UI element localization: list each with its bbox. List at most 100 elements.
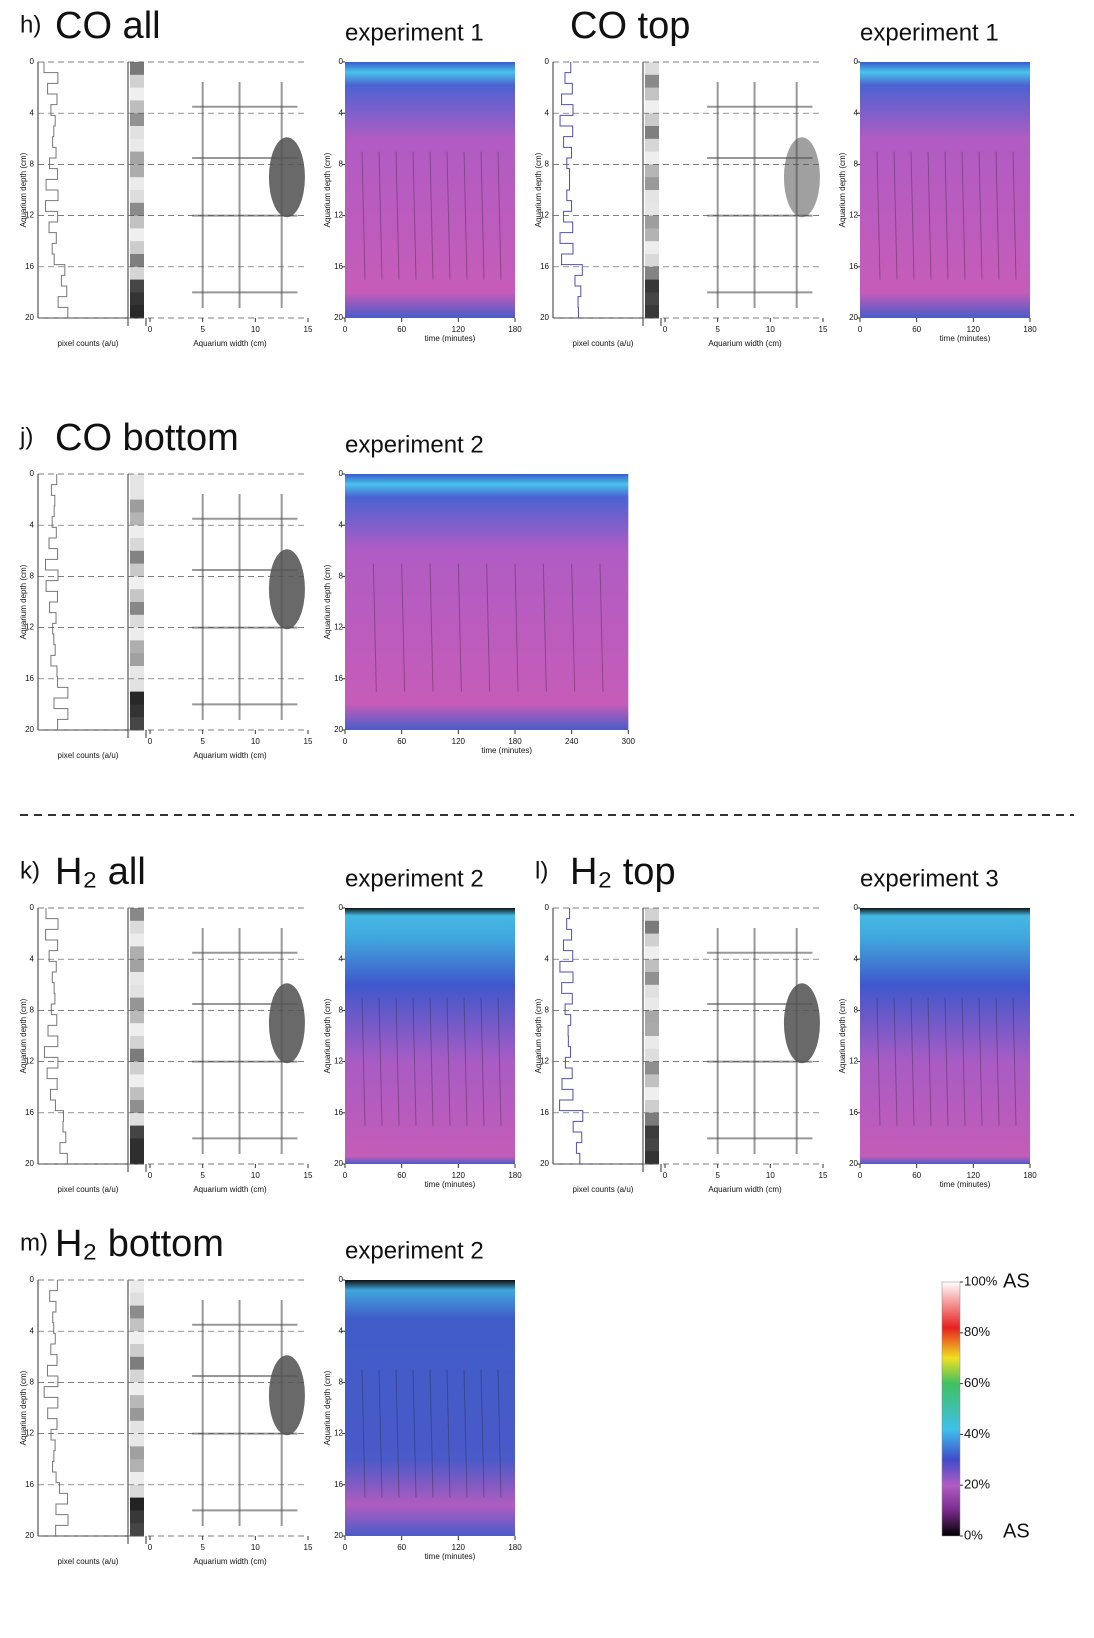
- width-tick-label: 5: [200, 1171, 205, 1180]
- depth-tick-label: 16: [25, 1108, 34, 1117]
- gray-bar: [130, 100, 144, 113]
- gray-bar: [130, 1049, 144, 1062]
- gray-bar: [130, 1138, 144, 1151]
- panel: m)H₂ bottomexperiment 200448812121616202…: [19, 1223, 522, 1566]
- time-tick-label: 0: [343, 1543, 348, 1552]
- gray-bar: [130, 985, 144, 998]
- scale-tick-label: 60%: [964, 1375, 990, 1390]
- heatmap: [345, 908, 515, 1164]
- time-tick-label: 60: [912, 1171, 921, 1180]
- time-tick-label: 180: [1023, 1171, 1037, 1180]
- width-tick-label: 10: [251, 737, 260, 746]
- time-axis-label: time (minutes): [425, 334, 476, 343]
- gray-bar: [130, 1370, 144, 1383]
- gray-bar: [130, 1151, 144, 1164]
- gray-bar: [645, 254, 659, 267]
- gray-bar: [130, 1293, 144, 1306]
- width-tick-label: 5: [200, 737, 205, 746]
- depth-tick-label: 4: [545, 954, 550, 963]
- time-tick-label: 60: [397, 325, 406, 334]
- depth-tick-label: 8: [30, 1378, 35, 1387]
- width-axis-label: Aquarium width (cm): [193, 751, 267, 760]
- width-tick-label: 0: [148, 737, 153, 746]
- histogram-line: [44, 1280, 68, 1536]
- gray-bar: [130, 946, 144, 959]
- gray-bar: [130, 717, 144, 730]
- width-tick-label: 15: [304, 1543, 313, 1552]
- depth-tick-label: 20: [25, 313, 34, 322]
- gray-bar: [130, 525, 144, 538]
- depth-axis-label: Aquarium depth (cm): [19, 1370, 28, 1445]
- pixel-axis-label: pixel counts (a/u): [58, 751, 119, 760]
- gray-bar: [130, 692, 144, 705]
- scale-tick-label: 80%: [964, 1324, 990, 1339]
- gray-bar: [130, 203, 144, 216]
- gray-bar: [130, 1062, 144, 1075]
- width-tick-label: 0: [148, 325, 153, 334]
- depth-axis-label: Aquarium depth (cm): [838, 152, 847, 227]
- scale-tick-label: 40%: [964, 1426, 990, 1441]
- panel: l)H₂ topexperiment 3004488121216162020Aq…: [534, 851, 1037, 1194]
- depth-axis-label: Aquarium depth (cm): [323, 152, 332, 227]
- width-tick-label: 0: [148, 1543, 153, 1552]
- time-tick-label: 0: [343, 1171, 348, 1180]
- gray-bar: [645, 228, 659, 241]
- width-tick-label: 10: [251, 1543, 260, 1552]
- time-tick-label: 0: [343, 737, 348, 746]
- depth-axis-label: Aquarium depth (cm): [534, 152, 543, 227]
- gray-bar: [130, 1421, 144, 1434]
- width-axis-label: Aquarium width (cm): [708, 1185, 782, 1194]
- gray-bar: [130, 164, 144, 177]
- gray-bar: [645, 972, 659, 985]
- depth-tick-label: 4: [30, 520, 35, 529]
- gray-bar: [130, 241, 144, 254]
- width-tick-label: 10: [251, 1171, 260, 1180]
- gray-bar: [130, 1357, 144, 1370]
- width-tick-label: 15: [304, 737, 313, 746]
- gray-bar: [130, 1023, 144, 1036]
- gray-bar: [645, 1023, 659, 1036]
- width-axis-label: Aquarium width (cm): [708, 339, 782, 348]
- time-tick-label: 180: [508, 1543, 522, 1552]
- time-tick-label: 60: [397, 1543, 406, 1552]
- histogram-line: [44, 908, 67, 1164]
- gray-bar: [130, 538, 144, 551]
- gray-bar: [130, 1036, 144, 1049]
- heatmap: [860, 908, 1030, 1164]
- scale-unit: AS: [1003, 1520, 1030, 1542]
- gray-bar: [130, 1408, 144, 1421]
- gray-bar: [130, 1485, 144, 1498]
- gray-bar: [645, 292, 659, 305]
- gray-bar: [130, 267, 144, 280]
- depth-tick-label: 8: [30, 1006, 35, 1015]
- gray-bar: [130, 972, 144, 985]
- time-tick-label: 60: [397, 737, 406, 746]
- width-tick-label: 0: [148, 1171, 153, 1180]
- gray-bar: [130, 615, 144, 628]
- depth-tick-label: 16: [25, 262, 34, 271]
- width-tick-label: 5: [200, 325, 205, 334]
- gray-bar: [130, 487, 144, 500]
- time-tick-label: 0: [343, 325, 348, 334]
- gray-bar: [130, 228, 144, 241]
- width-tick-label: 15: [304, 325, 313, 334]
- time-axis-label: time (minutes): [481, 746, 532, 755]
- time-tick-label: 120: [452, 1543, 466, 1552]
- gray-bar: [130, 1100, 144, 1113]
- depth-tick-label: 4: [545, 108, 550, 117]
- gray-bar: [130, 190, 144, 203]
- panel-title: CO all: [55, 5, 161, 47]
- depth-tick-label: 4: [30, 108, 35, 117]
- gray-bar: [130, 139, 144, 152]
- gray-bar: [645, 908, 659, 921]
- depth-axis-label: Aquarium depth (cm): [19, 998, 28, 1073]
- gray-bar: [130, 292, 144, 305]
- panel: h)CO allexperiment 1004488121216162020Aq…: [19, 5, 522, 348]
- gray-bar: [645, 959, 659, 972]
- gray-bar: [645, 1126, 659, 1139]
- depth-tick-label: 20: [540, 1159, 549, 1168]
- gray-bar: [130, 1318, 144, 1331]
- gray-bar: [130, 653, 144, 666]
- gray-bar: [130, 921, 144, 934]
- gray-bar: [130, 126, 144, 139]
